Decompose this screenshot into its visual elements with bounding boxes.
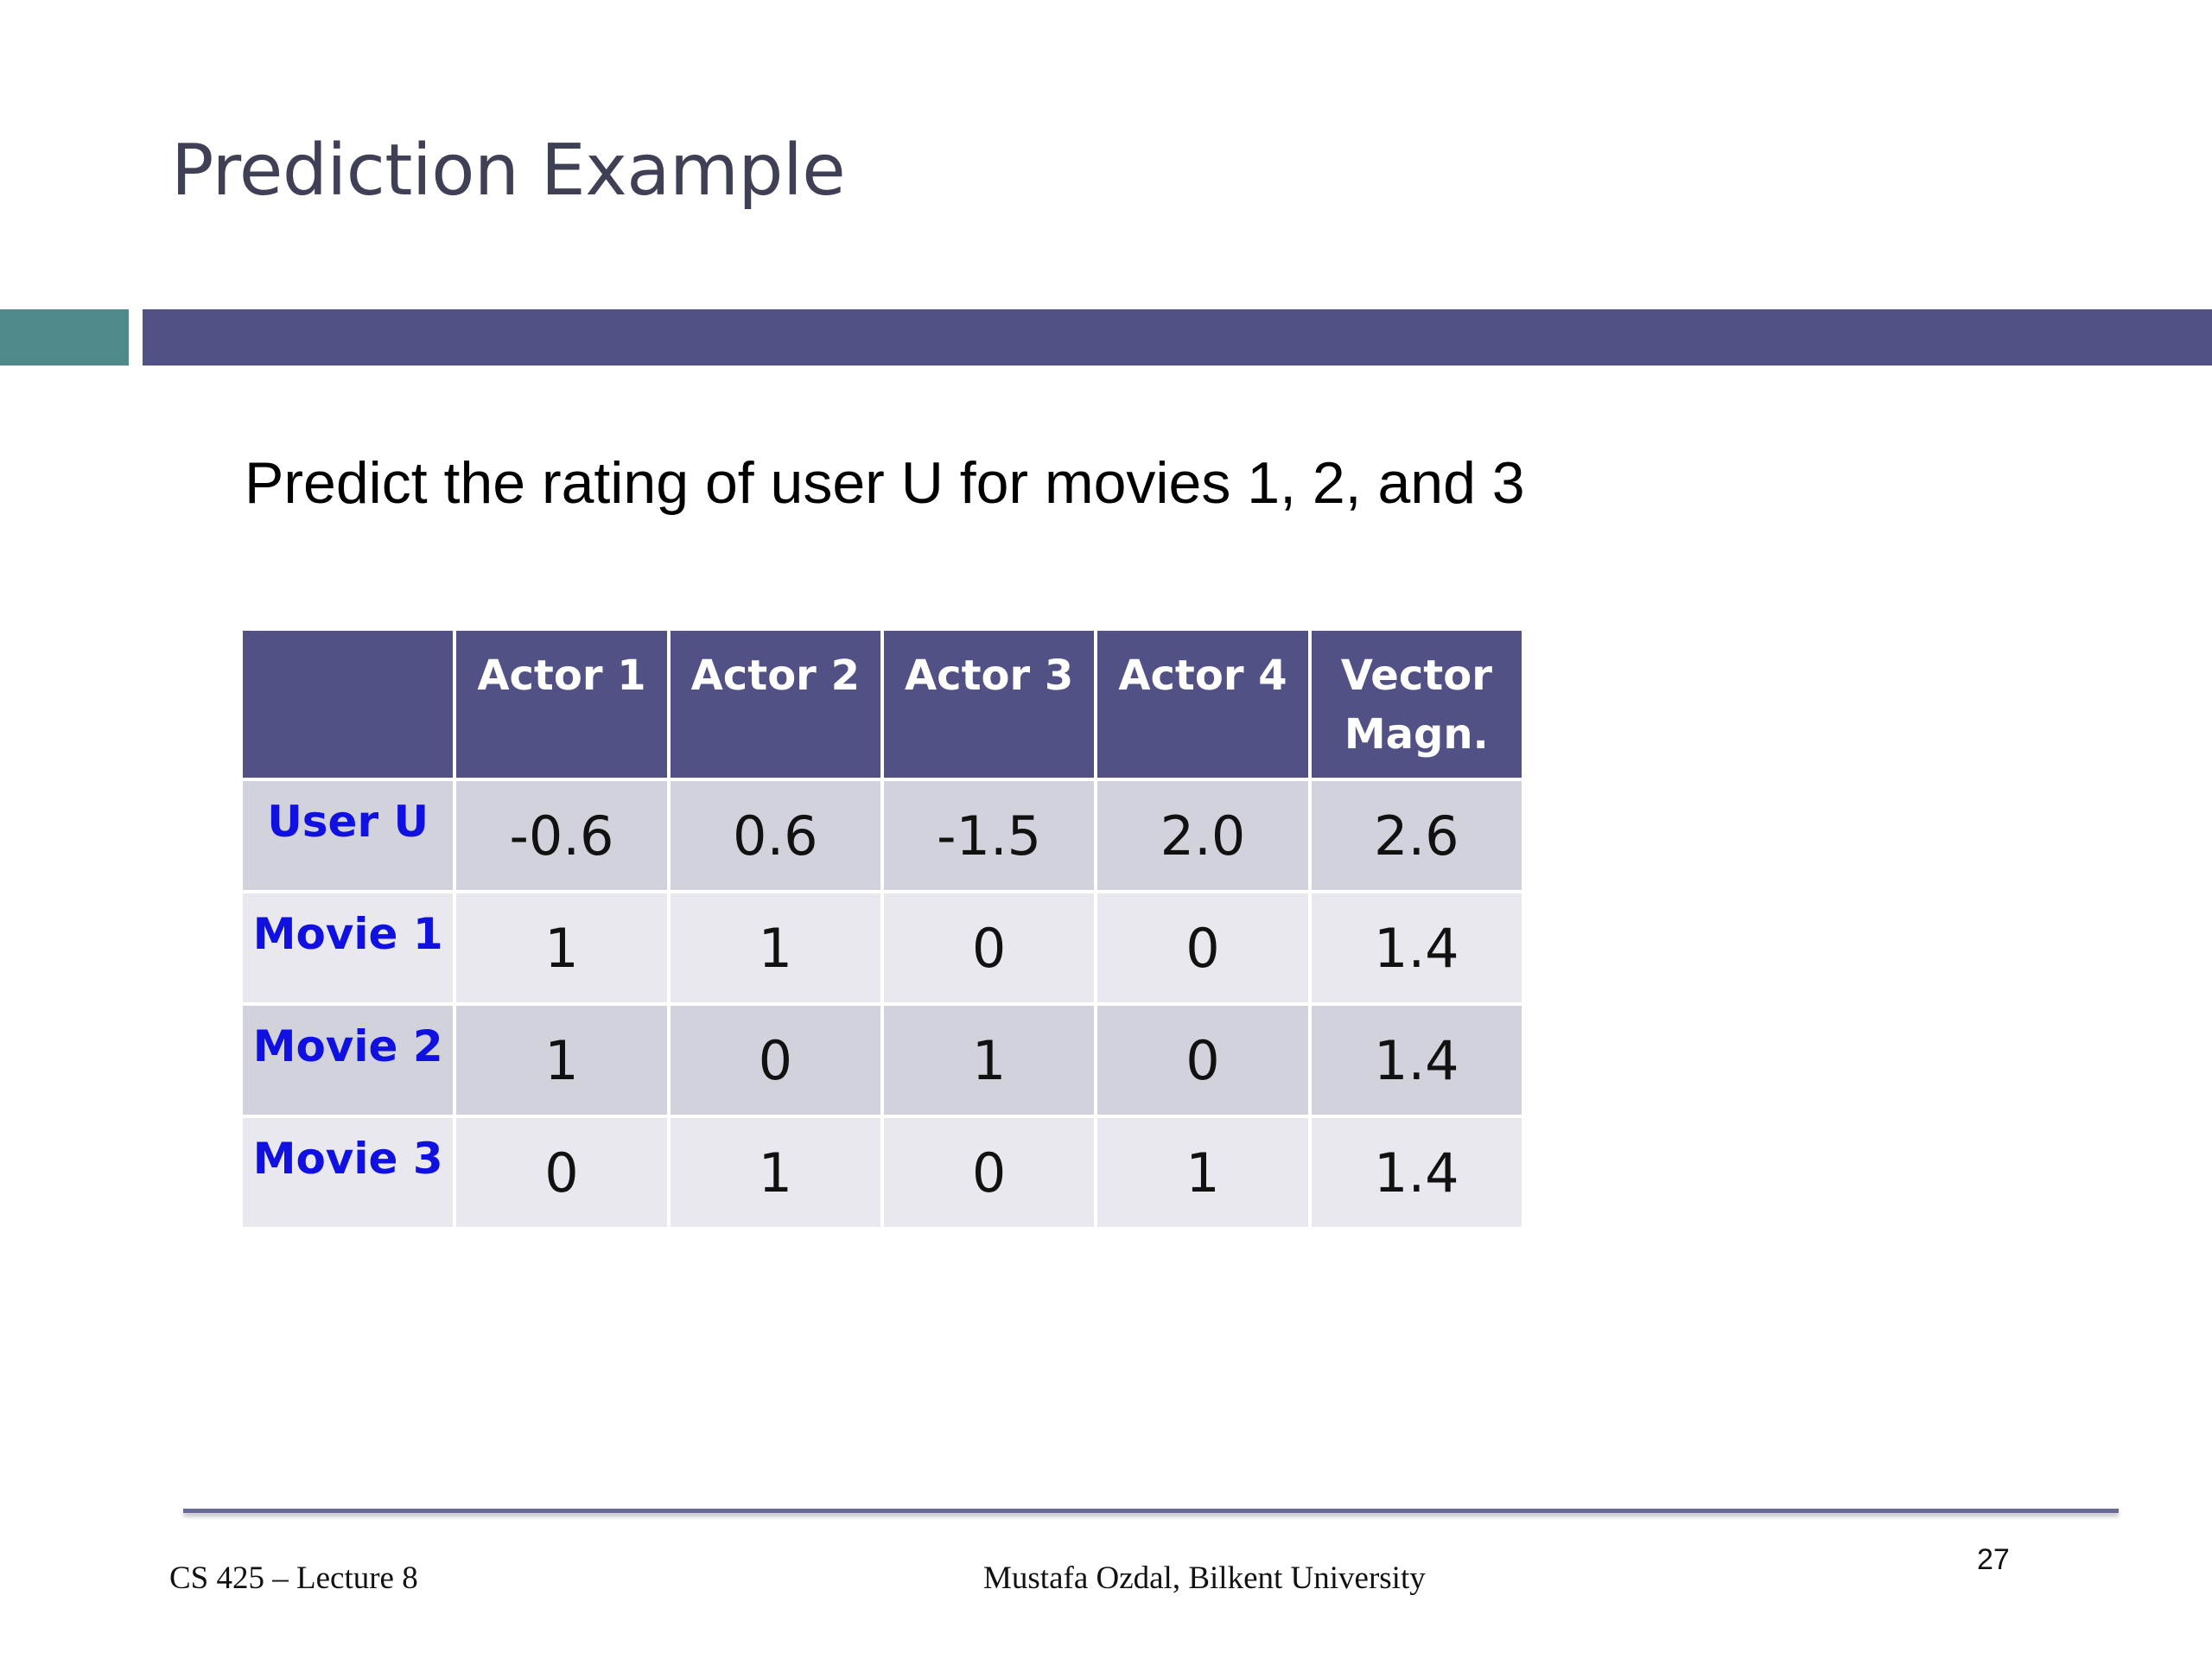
footer-course: CS 425 – Lecture 8 (169, 1560, 418, 1596)
table-row: Movie 1 1 1 0 0 1.4 (238, 890, 1526, 1006)
slide-subtitle: Predict the rating of user U for movies … (245, 450, 1525, 516)
title-divider-bar (143, 309, 2212, 365)
table-cell: 1 (666, 1115, 884, 1230)
table-row: Movie 3 0 1 0 1 1.4 (238, 1115, 1526, 1230)
table-cell: 0 (880, 890, 1098, 1006)
table-cell: 0 (666, 1002, 884, 1118)
table-cell: 1 (880, 1002, 1098, 1118)
row-label-movie-2: Movie 2 (238, 1002, 457, 1118)
table-cell: 0 (1094, 1002, 1312, 1118)
table-cell: 2.6 (1307, 778, 1526, 893)
footer-divider (183, 1509, 2119, 1513)
table-cell: 1 (453, 890, 671, 1006)
table-row: User U -0.6 0.6 -1.5 2.0 2.6 (238, 778, 1526, 893)
table-cell: 0 (1094, 890, 1312, 1006)
table-cell: 0 (880, 1115, 1098, 1230)
row-label-movie-1: Movie 1 (238, 890, 457, 1006)
table-cell: -0.6 (453, 778, 671, 893)
table-cell: 0.6 (666, 778, 884, 893)
table-cell: 1 (1094, 1115, 1312, 1230)
table-cell: 1 (453, 1002, 671, 1118)
header-actor-4: Actor 4 (1094, 627, 1312, 781)
title-accent-bar (0, 309, 129, 365)
table-cell: 1.4 (1307, 1115, 1526, 1230)
table-cell: 1.4 (1307, 890, 1526, 1006)
table-cell: 1 (666, 890, 884, 1006)
table-cell: 2.0 (1094, 778, 1312, 893)
page-number: 27 (1977, 1543, 2010, 1576)
table-row: Movie 2 1 0 1 0 1.4 (238, 1002, 1526, 1118)
header-actor-3: Actor 3 (880, 627, 1098, 781)
header-vector-magnitude: Vector Magn. (1307, 627, 1526, 781)
table-header-row: Actor 1 Actor 2 Actor 3 Actor 4 Vector M… (238, 627, 1526, 781)
header-corner-cell (238, 627, 457, 781)
table-cell: -1.5 (880, 778, 1098, 893)
slide-title: Prediction Example (171, 130, 846, 212)
rating-table: Actor 1 Actor 2 Actor 3 Actor 4 Vector M… (238, 627, 1526, 1230)
row-label-user-u: User U (238, 778, 457, 893)
table-cell: 1.4 (1307, 1002, 1526, 1118)
header-actor-1: Actor 1 (453, 627, 671, 781)
footer-author: Mustafa Ozdal, Bilkent University (983, 1560, 1426, 1596)
header-actor-2: Actor 2 (666, 627, 884, 781)
row-label-movie-3: Movie 3 (238, 1115, 457, 1230)
table-cell: 0 (453, 1115, 671, 1230)
